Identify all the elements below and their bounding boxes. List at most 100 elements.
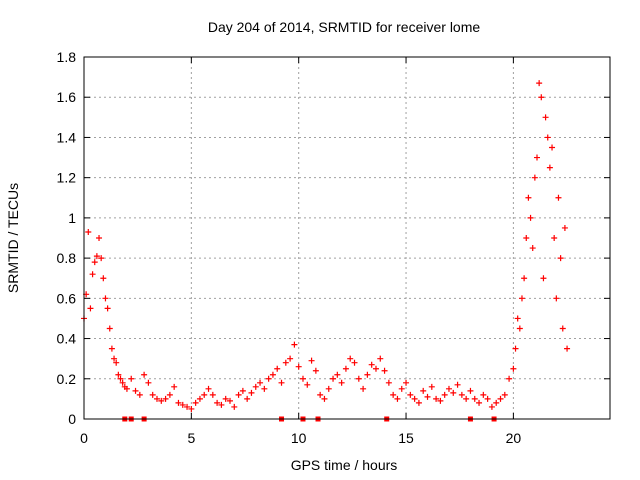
plot-frame	[83, 56, 611, 420]
y-tick-label: 0.6	[57, 290, 77, 306]
x-tick-label: 10	[291, 430, 307, 446]
data-point	[117, 375, 124, 382]
data-point	[330, 375, 337, 382]
tick-labels: 0 0.2 0.4 0.6 0.8 1 1.2 1.4 1.6 1.8 0 5 10 15 20	[57, 49, 522, 446]
data-point	[424, 393, 431, 400]
data-point	[355, 375, 362, 382]
data-point	[381, 367, 388, 374]
x-tick-label: 5	[187, 430, 195, 446]
data-point	[295, 363, 302, 370]
data-point	[551, 235, 558, 241]
data-point	[549, 144, 556, 151]
data-point	[308, 357, 315, 364]
data-point	[458, 391, 465, 398]
data-point	[85, 228, 92, 235]
data-point	[518, 295, 525, 302]
data-point	[368, 361, 375, 368]
data-point	[111, 355, 118, 362]
data-point	[265, 375, 272, 382]
data-point	[497, 395, 504, 402]
data-point	[441, 391, 448, 398]
data-point	[467, 387, 474, 394]
data-point	[516, 325, 523, 332]
data-point	[141, 371, 148, 378]
data-point	[512, 345, 519, 352]
data-point	[209, 391, 216, 398]
data-point	[377, 355, 384, 362]
data-point	[445, 385, 452, 392]
series-points	[81, 80, 571, 412]
data-point	[115, 371, 122, 378]
grid-lines	[83, 56, 610, 420]
y-tick-label: 1.8	[57, 49, 77, 65]
data-point	[347, 355, 354, 362]
data-point	[450, 389, 457, 396]
data-point	[476, 399, 483, 406]
data-point	[527, 214, 534, 221]
data-point	[536, 80, 543, 87]
data-point	[175, 399, 182, 406]
data-point	[226, 397, 233, 404]
data-point	[407, 391, 414, 398]
data-point	[529, 245, 536, 252]
data-point	[312, 367, 319, 374]
x-tick-label: 0	[80, 430, 88, 446]
data-point	[394, 395, 401, 402]
data-point	[98, 255, 105, 262]
data-point	[104, 305, 111, 312]
data-point	[514, 315, 521, 322]
x-tick-label: 15	[398, 430, 414, 446]
data-point	[257, 379, 264, 386]
data-point	[128, 375, 135, 382]
data-point	[544, 134, 551, 141]
data-point	[119, 379, 126, 386]
data-point	[123, 385, 130, 392]
data-point	[415, 399, 422, 406]
data-point	[158, 397, 165, 404]
data-point	[501, 391, 508, 398]
data-point	[291, 341, 298, 348]
data-point	[564, 345, 571, 352]
data-point	[145, 379, 152, 386]
data-point	[360, 385, 367, 392]
data-point	[390, 391, 397, 398]
y-tick-label: 1.4	[57, 129, 77, 145]
y-tick-label: 0.4	[57, 331, 77, 347]
data-point	[555, 194, 562, 201]
data-point	[546, 164, 553, 171]
y-tick-label: 0	[68, 411, 76, 427]
y-tick-label: 0.2	[57, 371, 77, 387]
data-point	[561, 224, 568, 231]
data-point	[531, 174, 538, 181]
data-point	[428, 383, 435, 390]
chart-title: Day 204 of 2014, SRMTID for receiver lom…	[208, 19, 481, 35]
data-point	[188, 405, 195, 412]
data-point	[87, 305, 94, 312]
y-tick-label: 1.2	[57, 170, 77, 186]
data-point	[91, 259, 98, 266]
data-point	[205, 385, 212, 392]
data-point	[534, 154, 541, 161]
x-axis-label: GPS time / hours	[291, 457, 398, 473]
data-point	[398, 385, 405, 392]
data-point	[231, 403, 238, 410]
data-point	[557, 255, 564, 262]
data-point	[261, 385, 268, 392]
data-point	[278, 379, 285, 386]
data-point	[282, 359, 289, 366]
data-point	[287, 355, 294, 362]
data-point	[252, 383, 259, 390]
data-point	[559, 325, 566, 332]
data-point	[488, 403, 495, 410]
data-point	[244, 395, 251, 402]
data-point	[93, 253, 100, 260]
data-point	[171, 383, 178, 390]
data-point	[239, 387, 246, 394]
data-point	[385, 379, 392, 386]
data-point	[192, 399, 199, 406]
y-tick-label: 1.6	[57, 89, 77, 105]
data-point	[269, 371, 276, 378]
data-point	[521, 275, 528, 282]
data-point	[351, 359, 358, 366]
data-point	[321, 395, 328, 402]
